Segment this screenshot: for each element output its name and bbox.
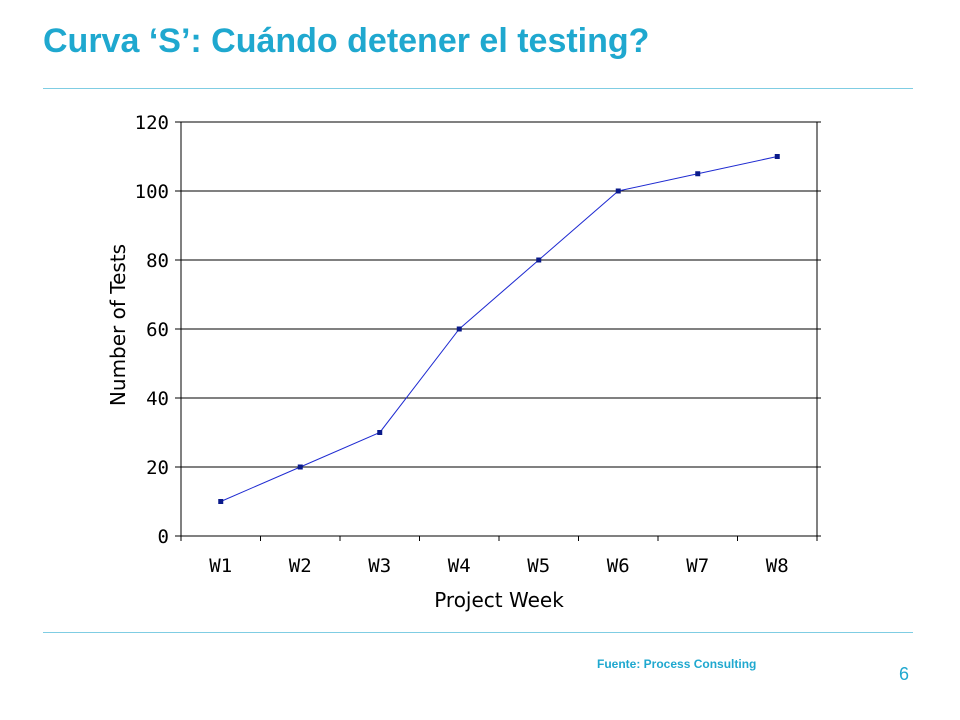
y-tick-label: 80 (146, 250, 169, 272)
data-point (536, 257, 542, 263)
y-tick-label: 0 (158, 526, 169, 548)
x-tick-label: W6 (607, 555, 630, 577)
y-tick-label: 100 (135, 181, 169, 203)
data-point (218, 499, 224, 504)
x-tick-label: W7 (686, 555, 709, 577)
data-point (774, 154, 780, 159)
x-axis-label: Project Week (434, 588, 564, 612)
x-tick-label: W1 (209, 555, 232, 577)
y-axis-ticks: 0 20 40 60 80 100 120 (135, 112, 821, 548)
y-tick-label: 120 (135, 112, 169, 134)
x-tick-label: W2 (289, 555, 312, 577)
data-point (297, 464, 303, 470)
y-axis-label: Number of Tests (106, 244, 130, 406)
x-tick-label: W3 (368, 555, 391, 577)
series-group (218, 154, 780, 504)
x-axis-ticks: W1 W2 W3 W4 W5 W6 W7 W8 (180, 536, 818, 577)
source-caption: Fuente: Process Consulting (597, 657, 757, 671)
data-point (377, 430, 383, 435)
grid-lines (181, 190, 817, 468)
data-point (615, 188, 621, 194)
x-tick-label: W8 (766, 555, 789, 577)
x-tick-label: W5 (527, 555, 550, 577)
data-point (695, 171, 701, 177)
x-tick-label: W4 (448, 555, 471, 577)
title-divider (43, 88, 913, 89)
page-number: 6 (899, 664, 910, 684)
series-line (220, 156, 778, 502)
data-point (456, 326, 462, 332)
y-tick-label: 20 (146, 457, 169, 479)
y-tick-label: 60 (146, 319, 169, 341)
y-tick-label: 40 (146, 388, 169, 410)
footer-divider (43, 632, 913, 633)
slide-title: Curva ‘S’: Cuándo detener el testing? (43, 22, 650, 60)
